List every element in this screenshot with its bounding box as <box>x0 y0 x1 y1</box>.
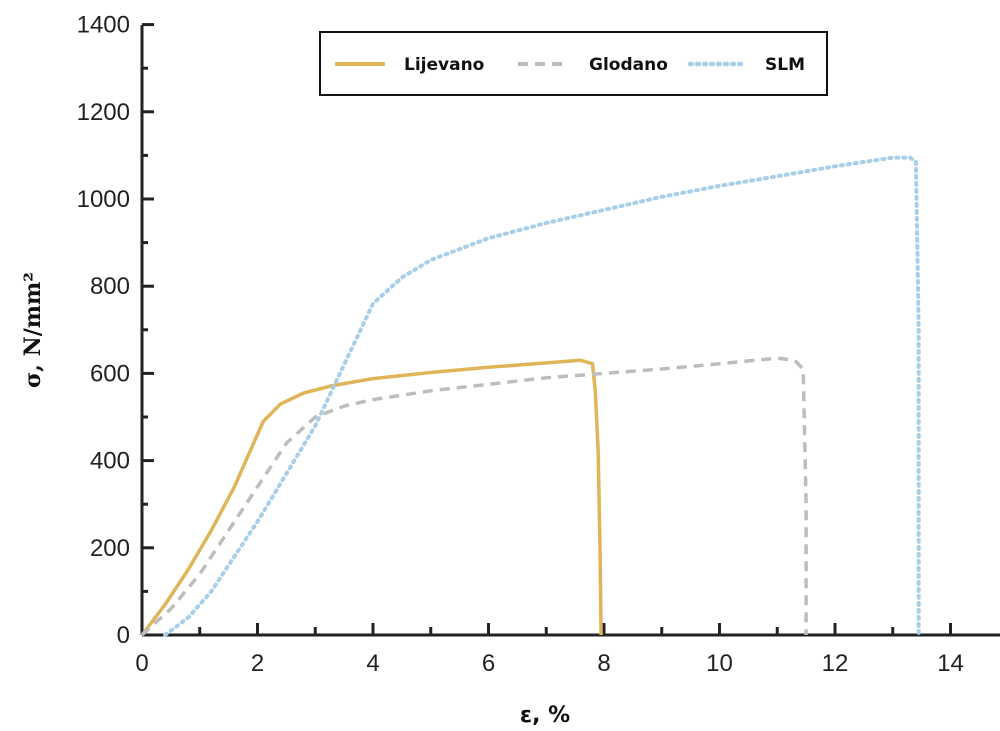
y-tick-label: 1200 <box>77 99 130 126</box>
series-layer <box>140 155 921 637</box>
legend: Lijevano Glodano SLM <box>319 31 828 96</box>
y-tick-label: 800 <box>90 273 130 300</box>
x-tick-label: 8 <box>597 650 610 677</box>
x-tick-label: 10 <box>706 650 733 677</box>
y-tick-label: 200 <box>90 535 130 562</box>
y-tick-label: 1000 <box>77 186 130 213</box>
legend-label-slm: SLM <box>765 55 805 75</box>
series-line-slm <box>163 155 921 637</box>
y-tick-label: 400 <box>90 448 130 475</box>
x-tick-label: 4 <box>366 650 379 677</box>
y-tick-label: 600 <box>90 360 130 387</box>
x-tick-label: 2 <box>251 650 264 677</box>
y-axis-title: σ, N/mm² <box>20 272 46 388</box>
series-line-glodano <box>140 356 808 637</box>
x-tick-label: 14 <box>937 650 964 677</box>
y-tick-label: 1400 <box>77 12 130 39</box>
axes: 0 200 400 600 800 1000 1200 1400 0 2 4 6 8 10 12 14 <box>77 12 1000 677</box>
x-tick-label: 12 <box>822 650 849 677</box>
legend-box <box>319 31 828 96</box>
x-tick-label: 0 <box>135 650 148 677</box>
x-axis-title: ε, % <box>520 703 570 728</box>
y-tick-label: 0 <box>117 622 130 649</box>
legend-label-lijevano: Lijevano <box>404 55 484 75</box>
x-tick-label: 6 <box>482 650 495 677</box>
legend-label-glodano: Glodano <box>589 55 668 75</box>
series-line-lijevano <box>140 358 603 637</box>
